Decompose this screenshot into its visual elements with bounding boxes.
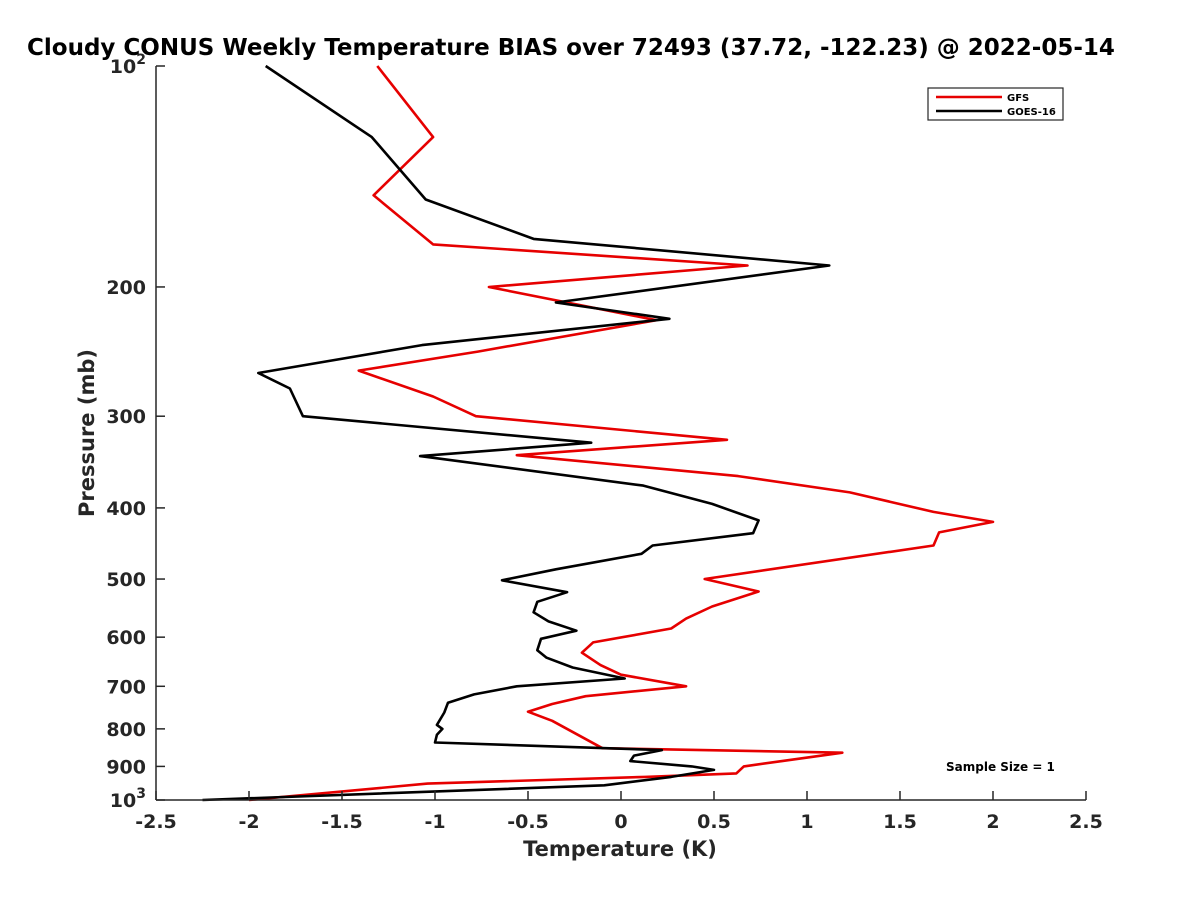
y-tick-label: 103 <box>110 786 146 812</box>
legend-label-gfs: GFS <box>1007 93 1029 104</box>
chart-title: Cloudy CONUS Weekly Temperature BIAS ove… <box>27 35 1115 61</box>
x-tick-label: -1 <box>424 811 445 833</box>
y-tick-label: 300 <box>106 406 146 428</box>
y-tick-label: 900 <box>106 756 146 778</box>
x-axis-ticks: -2.5 -2 -1.5 -1 -0.5 0 0.5 1 1.5 2 2.5 <box>135 791 1103 833</box>
x-tick-label: 1 <box>800 811 813 833</box>
x-tick-label: 2 <box>986 811 999 833</box>
y-tick-label: 200 <box>106 277 146 299</box>
series-line-goes16 <box>202 64 831 802</box>
x-tick-label: -2 <box>238 811 259 833</box>
legend-label-goes16: GOES-16 <box>1007 107 1056 118</box>
y-tick-label: 102 <box>110 52 146 78</box>
x-tick-label: 2.5 <box>1069 811 1103 833</box>
y-axis-ticks: 102 200 300 400 500 600 700 800 900 103 <box>106 52 165 812</box>
y-tick-label: 800 <box>106 719 146 741</box>
x-tick-label: 1.5 <box>883 811 917 833</box>
y-tick-label: 600 <box>106 627 146 649</box>
y-tick-label: 400 <box>106 498 146 520</box>
x-tick-label: 0 <box>614 811 627 833</box>
x-tick-label: -0.5 <box>507 811 549 833</box>
y-tick-label: 700 <box>106 676 146 698</box>
legend-box <box>927 87 1064 121</box>
y-axis-title: Pressure (mb) <box>75 349 99 517</box>
x-tick-label: -1.5 <box>321 811 363 833</box>
x-axis-title: Temperature (K) <box>523 837 717 861</box>
plot-series-group <box>202 64 995 802</box>
sample-size-annotation: Sample Size = 1 <box>946 760 1055 774</box>
y-tick-label: 500 <box>106 569 146 591</box>
series-line-gfs <box>248 65 995 802</box>
legend: GFS GOES-16 <box>927 87 1064 121</box>
x-tick-label: 0.5 <box>697 811 731 833</box>
x-tick-label: -2.5 <box>135 811 177 833</box>
